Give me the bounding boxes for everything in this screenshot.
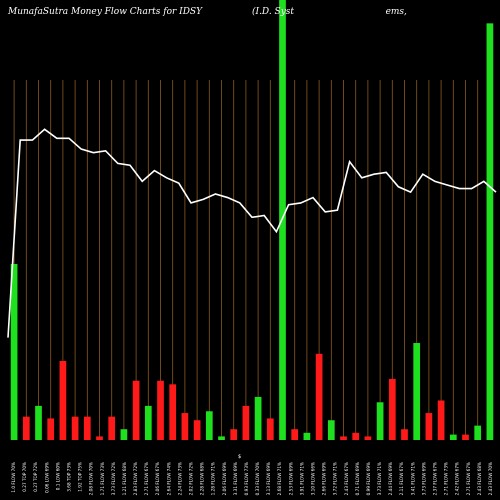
x-tick-label: 2.43 FLOW 70% — [488, 462, 493, 495]
x-tick-label: 2.24 FLOW 73% — [177, 462, 182, 495]
x-tick-label: 3.73 FLOW 71% — [377, 462, 382, 495]
x-tick-label: 3.13 FLOW 69% — [266, 462, 271, 495]
bar-21 — [254, 396, 262, 440]
x-tick-label: 2.71 FLOW 67% — [144, 462, 149, 495]
price-line-path — [7, 128, 497, 338]
x-tick-label: 2.43 FLOW 67% — [344, 462, 349, 495]
x-tick-label: 0.93 FLOW 73% — [244, 462, 249, 495]
price-line — [7, 128, 497, 338]
bar-9 — [108, 416, 116, 440]
x-tick-label: 2.83 FLOW 72% — [133, 462, 138, 495]
x-tick-label: 2.71 FLOW 67% — [466, 462, 471, 495]
x-tick-label: 2.37 FLOW 67% — [433, 462, 438, 495]
bar-2 — [22, 416, 30, 440]
bar-39 — [474, 425, 482, 440]
x-tick-label: 2.06 FLOW 69% — [222, 462, 227, 495]
x-tick-label: 2.53 FLOW 69% — [288, 462, 293, 495]
x-tick-label: 1.21 FLOW 68% — [122, 462, 127, 495]
x-tick-label: 3.41 FLOW 71% — [410, 462, 415, 495]
x-tick-label: 2.68 FLOW 71% — [277, 462, 282, 495]
x-axis-currency-mark: $ — [238, 454, 241, 460]
bar-35 — [425, 413, 433, 440]
x-tick-label: 0.1 LOW 60% — [55, 462, 60, 490]
x-tick-label: 1.71 FLOW 73% — [100, 462, 105, 495]
bar-38 — [462, 434, 469, 440]
bar-31 — [376, 402, 384, 440]
bar-32 — [388, 378, 396, 440]
bar-17 — [205, 411, 213, 440]
bar-15 — [181, 413, 189, 440]
x-tick-label: 3.31 FLOW 69% — [233, 462, 238, 495]
x-tick-label: 2.28 FLOW 68% — [200, 462, 205, 495]
x-axis-tick-labels: 1.0 FLOW 70% 0.27 TOP 70% 0.27 TOP 72% 0.06… — [11, 462, 493, 495]
bar-10 — [120, 429, 128, 440]
bar-22 — [266, 418, 274, 440]
bar-36 — [437, 400, 445, 440]
x-tick-label: 0.71 FLOW 69% — [355, 462, 360, 495]
bar-13 — [157, 380, 164, 440]
chart-title-left: MunafaSutra Money Flow Charts for IDSY — [7, 7, 203, 17]
bar-34 — [413, 343, 421, 440]
bar-37 — [449, 434, 457, 440]
x-tick-label: 3.91 FLOW 71% — [299, 462, 304, 495]
bar-40 — [486, 23, 494, 440]
bar-14 — [169, 384, 177, 440]
x-tick-label: 0.27 TOP 72% — [33, 462, 38, 492]
bar-19 — [230, 429, 238, 440]
chart-title-right: (I.D. Syst ems, — [252, 6, 407, 17]
x-tick-label: 0.27 TOP 70% — [22, 462, 27, 492]
bar-7 — [83, 416, 91, 440]
x-tick-label: 2.43 FLOW 68% — [477, 462, 482, 495]
x-tick-label: 3.72 FLOW 71% — [333, 462, 338, 495]
bar-1 — [10, 264, 18, 440]
bar-3 — [35, 405, 42, 440]
x-tick-label: 2.71 FLOW 73% — [444, 462, 449, 495]
bar-8 — [96, 436, 103, 440]
x-tick-label: 0.06 LOW 69% — [44, 462, 49, 493]
x-tick-label: 2.66 FLOW 69% — [322, 462, 327, 495]
bar-28 — [340, 436, 347, 440]
bar-25 — [303, 432, 311, 440]
bar-6 — [71, 416, 79, 440]
x-tick-label: 0.99 FLOW 69% — [366, 462, 371, 495]
x-tick-label: 2.42 FLOW 67% — [455, 462, 460, 495]
bar-18 — [218, 436, 225, 440]
bar-11 — [132, 380, 140, 440]
x-tick-label: 2.44 FLOW 69% — [388, 462, 393, 495]
bar-26 — [315, 353, 323, 440]
x-tick-label: 1.92 TOP 75% — [78, 462, 83, 492]
bar-24 — [291, 429, 299, 440]
bar-27 — [327, 420, 335, 440]
x-tick-label: 2.06 FLOW 67% — [155, 462, 160, 495]
bar-30 — [364, 436, 372, 440]
vertical-grid-lines — [13, 80, 491, 440]
bar-16 — [193, 420, 201, 440]
x-tick-label: 3.68 TOP 73% — [67, 462, 72, 492]
x-tick-label: 2.11 FLOW 67% — [399, 462, 404, 495]
x-tick-label: 2.08 FLOW 70% — [89, 462, 94, 495]
bar-33 — [401, 429, 408, 440]
x-tick-label: 1.28 FLOW 71% — [211, 462, 216, 495]
bar-20 — [242, 405, 250, 440]
bar-4 — [47, 418, 55, 440]
x-tick-label: 3.10 FLOW 66% — [311, 462, 316, 495]
x-tick-label: 2.64 FLOW 74% — [166, 462, 171, 495]
bar-29 — [352, 432, 360, 440]
x-tick-label: 1.0 FLOW 70% — [11, 462, 16, 493]
x-tick-label: 2.02 FLOW 72% — [189, 462, 194, 495]
x-tick-label: 3.73 FLOW 69% — [421, 462, 426, 495]
bar-12 — [144, 405, 152, 440]
bar-5 — [59, 360, 67, 440]
x-tick-label: 0.33 FLOW 70% — [255, 462, 260, 495]
x-tick-label: 3.73 FLOW 72% — [111, 462, 116, 495]
